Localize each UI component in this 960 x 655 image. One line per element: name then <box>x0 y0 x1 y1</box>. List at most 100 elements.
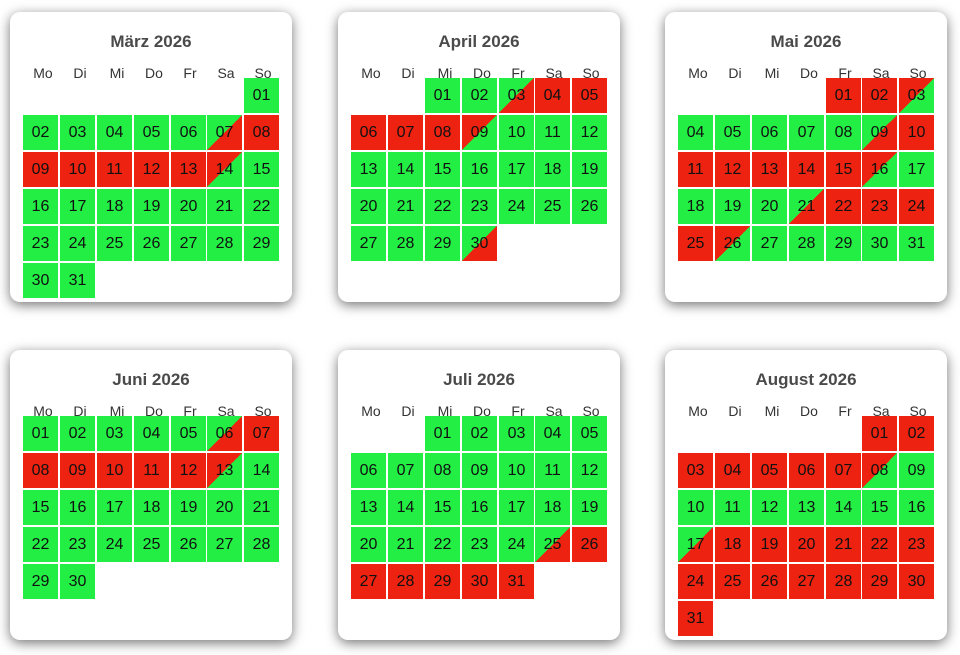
day-cell[interactable]: 23 <box>60 527 95 562</box>
day-cell[interactable]: 19 <box>572 152 607 187</box>
day-cell[interactable]: 04 <box>97 115 132 150</box>
day-cell[interactable]: 20 <box>171 189 206 224</box>
day-cell[interactable]: 16 <box>462 152 497 187</box>
day-cell[interactable]: 30 <box>462 226 497 261</box>
day-cell[interactable]: 24 <box>899 189 934 224</box>
day-cell[interactable]: 25 <box>535 527 570 562</box>
day-cell[interactable]: 20 <box>789 527 824 562</box>
day-cell[interactable]: 29 <box>425 564 460 599</box>
day-cell[interactable]: 16 <box>60 490 95 525</box>
day-cell[interactable]: 27 <box>351 564 386 599</box>
day-cell[interactable]: 28 <box>388 226 423 261</box>
day-cell[interactable]: 20 <box>351 527 386 562</box>
day-cell[interactable]: 26 <box>715 226 750 261</box>
day-cell[interactable]: 30 <box>899 564 934 599</box>
day-cell[interactable]: 20 <box>207 490 242 525</box>
day-cell[interactable]: 20 <box>752 189 787 224</box>
day-cell[interactable]: 24 <box>499 527 534 562</box>
day-cell[interactable]: 02 <box>462 416 497 451</box>
day-cell[interactable]: 26 <box>171 527 206 562</box>
day-cell[interactable]: 26 <box>572 189 607 224</box>
day-cell[interactable]: 09 <box>462 115 497 150</box>
day-cell[interactable]: 14 <box>388 152 423 187</box>
day-cell[interactable]: 01 <box>244 78 279 113</box>
day-cell[interactable]: 30 <box>60 564 95 599</box>
day-cell[interactable]: 13 <box>207 453 242 488</box>
day-cell[interactable]: 06 <box>789 453 824 488</box>
day-cell[interactable]: 30 <box>462 564 497 599</box>
day-cell[interactable]: 21 <box>826 527 861 562</box>
day-cell[interactable]: 02 <box>60 416 95 451</box>
day-cell[interactable]: 19 <box>752 527 787 562</box>
day-cell[interactable]: 25 <box>134 527 169 562</box>
day-cell[interactable]: 05 <box>572 416 607 451</box>
day-cell[interactable]: 05 <box>134 115 169 150</box>
day-cell[interactable]: 12 <box>171 453 206 488</box>
day-cell[interactable]: 12 <box>134 152 169 187</box>
day-cell[interactable]: 17 <box>678 527 713 562</box>
day-cell[interactable]: 12 <box>572 115 607 150</box>
day-cell[interactable]: 03 <box>97 416 132 451</box>
day-cell[interactable]: 22 <box>862 527 897 562</box>
day-cell[interactable]: 14 <box>789 152 824 187</box>
day-cell[interactable]: 29 <box>826 226 861 261</box>
day-cell[interactable]: 17 <box>899 152 934 187</box>
day-cell[interactable]: 29 <box>862 564 897 599</box>
day-cell[interactable]: 18 <box>134 490 169 525</box>
day-cell[interactable]: 04 <box>535 416 570 451</box>
day-cell[interactable]: 25 <box>97 226 132 261</box>
day-cell[interactable]: 18 <box>678 189 713 224</box>
day-cell[interactable]: 12 <box>715 152 750 187</box>
day-cell[interactable]: 08 <box>826 115 861 150</box>
day-cell[interactable]: 30 <box>23 263 58 298</box>
day-cell[interactable]: 18 <box>535 152 570 187</box>
day-cell[interactable]: 05 <box>715 115 750 150</box>
day-cell[interactable]: 05 <box>171 416 206 451</box>
day-cell[interactable]: 24 <box>97 527 132 562</box>
day-cell[interactable]: 02 <box>23 115 58 150</box>
day-cell[interactable]: 15 <box>425 152 460 187</box>
day-cell[interactable]: 01 <box>425 416 460 451</box>
day-cell[interactable]: 15 <box>425 490 460 525</box>
day-cell[interactable]: 24 <box>60 226 95 261</box>
day-cell[interactable]: 04 <box>134 416 169 451</box>
day-cell[interactable]: 15 <box>23 490 58 525</box>
day-cell[interactable]: 18 <box>97 189 132 224</box>
day-cell[interactable]: 10 <box>499 115 534 150</box>
day-cell[interactable]: 13 <box>752 152 787 187</box>
day-cell[interactable]: 22 <box>826 189 861 224</box>
day-cell[interactable]: 01 <box>826 78 861 113</box>
day-cell[interactable]: 03 <box>499 78 534 113</box>
day-cell[interactable]: 03 <box>678 453 713 488</box>
day-cell[interactable]: 18 <box>535 490 570 525</box>
day-cell[interactable]: 10 <box>499 453 534 488</box>
day-cell[interactable]: 02 <box>462 78 497 113</box>
day-cell[interactable]: 04 <box>535 78 570 113</box>
day-cell[interactable]: 07 <box>789 115 824 150</box>
day-cell[interactable]: 09 <box>23 152 58 187</box>
day-cell[interactable]: 06 <box>207 416 242 451</box>
day-cell[interactable]: 23 <box>462 189 497 224</box>
day-cell[interactable]: 30 <box>862 226 897 261</box>
day-cell[interactable]: 10 <box>60 152 95 187</box>
day-cell[interactable]: 25 <box>535 189 570 224</box>
day-cell[interactable]: 19 <box>134 189 169 224</box>
day-cell[interactable]: 27 <box>207 527 242 562</box>
day-cell[interactable]: 03 <box>499 416 534 451</box>
day-cell[interactable]: 22 <box>23 527 58 562</box>
day-cell[interactable]: 11 <box>535 453 570 488</box>
day-cell[interactable]: 21 <box>789 189 824 224</box>
day-cell[interactable]: 06 <box>351 453 386 488</box>
day-cell[interactable]: 15 <box>244 152 279 187</box>
day-cell[interactable]: 17 <box>499 490 534 525</box>
day-cell[interactable]: 29 <box>23 564 58 599</box>
day-cell[interactable]: 25 <box>715 564 750 599</box>
day-cell[interactable]: 27 <box>171 226 206 261</box>
day-cell[interactable]: 11 <box>134 453 169 488</box>
day-cell[interactable]: 17 <box>97 490 132 525</box>
day-cell[interactable]: 04 <box>678 115 713 150</box>
day-cell[interactable]: 23 <box>862 189 897 224</box>
day-cell[interactable]: 03 <box>60 115 95 150</box>
day-cell[interactable]: 19 <box>715 189 750 224</box>
day-cell[interactable]: 21 <box>244 490 279 525</box>
